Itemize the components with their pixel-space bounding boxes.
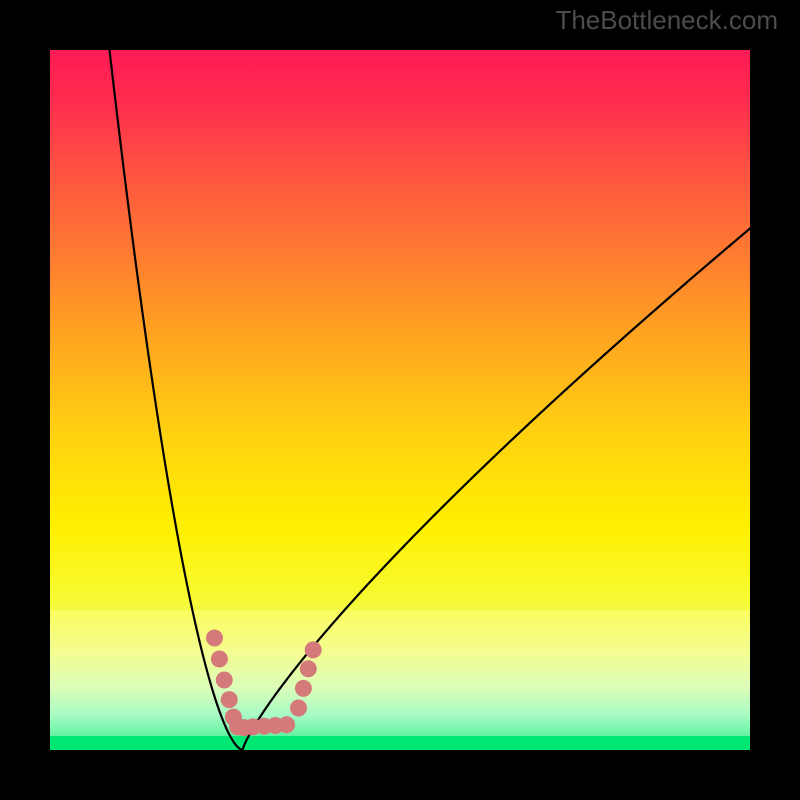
chart-overlay xyxy=(50,50,750,750)
chart-root: TheBottleneck.com xyxy=(0,0,800,800)
bottleneck-curve xyxy=(110,50,751,750)
selection-marker xyxy=(290,700,307,717)
selection-marker xyxy=(216,672,233,689)
selection-marker xyxy=(305,641,322,658)
selection-marker xyxy=(206,630,223,647)
selection-marker xyxy=(221,691,238,708)
selection-marker xyxy=(278,716,295,733)
selection-marker xyxy=(300,660,317,677)
watermark-text: TheBottleneck.com xyxy=(555,5,778,36)
plot-frame xyxy=(30,30,770,770)
selection-marker xyxy=(295,680,312,697)
selection-marker xyxy=(211,651,228,668)
